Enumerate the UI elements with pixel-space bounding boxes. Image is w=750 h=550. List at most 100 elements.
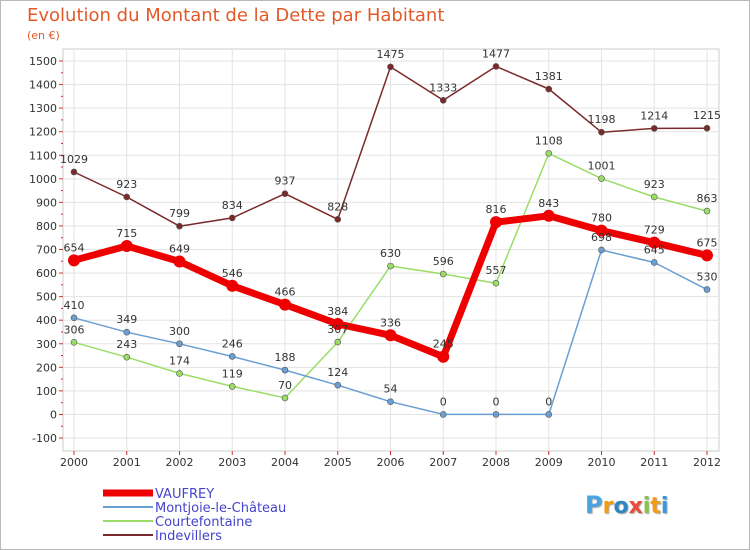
logo-letter: o bbox=[613, 494, 629, 519]
x-tick-label: 2009 bbox=[535, 456, 563, 469]
data-point bbox=[650, 193, 658, 201]
data-label: 1108 bbox=[535, 134, 563, 147]
y-tick-label: 800 bbox=[36, 220, 57, 233]
x-tick-label: 2007 bbox=[429, 456, 457, 469]
y-tick-label: 400 bbox=[36, 314, 57, 327]
data-point bbox=[703, 286, 711, 293]
data-point bbox=[648, 236, 661, 249]
logo-letter: t bbox=[650, 494, 661, 519]
data-label: 0 bbox=[545, 395, 552, 408]
data-label: 923 bbox=[644, 178, 665, 191]
data-label: 828 bbox=[327, 200, 348, 213]
logo-letter: i bbox=[660, 494, 669, 519]
data-point bbox=[545, 85, 553, 93]
data-point bbox=[492, 63, 500, 70]
data-label: 816 bbox=[486, 203, 507, 216]
data-label: 300 bbox=[169, 325, 190, 338]
data-label: 1475 bbox=[377, 48, 405, 61]
data-label: 675 bbox=[697, 236, 718, 249]
data-point bbox=[281, 394, 289, 402]
data-point bbox=[176, 222, 183, 230]
y-tick-label: 700 bbox=[36, 244, 57, 257]
x-tick-label: 2001 bbox=[113, 456, 141, 469]
data-point bbox=[439, 270, 447, 278]
data-label: 1198 bbox=[588, 113, 616, 126]
data-point bbox=[228, 214, 236, 222]
data-point bbox=[387, 262, 394, 270]
y-tick-label: 1200 bbox=[29, 126, 57, 139]
data-label: 466 bbox=[275, 286, 296, 299]
y-tick-label: 300 bbox=[36, 338, 57, 351]
data-point bbox=[492, 279, 500, 287]
y-tick-label: 1500 bbox=[29, 55, 57, 68]
data-point bbox=[70, 168, 78, 176]
x-tick-label: 2006 bbox=[377, 456, 405, 469]
data-label: 1001 bbox=[588, 160, 616, 173]
data-point bbox=[598, 246, 605, 254]
data-label: 557 bbox=[486, 264, 507, 277]
data-label: 70 bbox=[278, 379, 292, 392]
data-point bbox=[545, 411, 553, 418]
data-label: 410 bbox=[64, 299, 85, 312]
data-point bbox=[173, 255, 186, 268]
data-label: 54 bbox=[384, 383, 398, 396]
data-point bbox=[384, 329, 397, 342]
data-point bbox=[701, 249, 713, 262]
data-label: 780 bbox=[591, 212, 612, 225]
data-label: 1029 bbox=[60, 153, 88, 166]
data-label: 0 bbox=[493, 395, 500, 408]
y-tick-label: 900 bbox=[36, 196, 57, 209]
data-label: 1215 bbox=[693, 109, 721, 122]
legend-label: Courtefontaine bbox=[155, 515, 252, 530]
data-label: 1214 bbox=[640, 109, 668, 122]
data-label: 923 bbox=[116, 178, 137, 191]
x-tick-label: 2008 bbox=[482, 456, 510, 469]
logo-letter: P bbox=[585, 491, 603, 519]
data-point bbox=[334, 381, 342, 389]
y-tick-label: 100 bbox=[36, 385, 57, 398]
data-point bbox=[545, 150, 553, 157]
data-point bbox=[228, 383, 236, 390]
data-point bbox=[228, 353, 236, 360]
logo-letter: i bbox=[642, 494, 651, 519]
data-point bbox=[439, 97, 447, 104]
legend-label: VAUFREY bbox=[155, 487, 214, 502]
data-label: 1333 bbox=[429, 81, 457, 94]
data-label: 843 bbox=[538, 197, 559, 210]
data-point bbox=[598, 128, 605, 136]
data-label: 729 bbox=[644, 224, 665, 237]
data-label: 530 bbox=[697, 271, 718, 284]
logo-letter: r bbox=[602, 494, 614, 519]
data-point bbox=[650, 125, 658, 132]
data-label: 937 bbox=[275, 175, 296, 188]
y-tick-label: 500 bbox=[36, 291, 57, 304]
data-label: 649 bbox=[169, 243, 190, 256]
x-tick-label: 2005 bbox=[324, 456, 352, 469]
chart-subtitle: (en €) bbox=[27, 29, 60, 42]
data-label: 863 bbox=[697, 192, 718, 205]
data-label: 174 bbox=[169, 354, 190, 367]
data-point bbox=[176, 340, 183, 348]
y-tick-label: 1000 bbox=[29, 173, 57, 186]
data-point bbox=[595, 224, 608, 237]
data-label: 834 bbox=[222, 199, 243, 212]
x-tick-label: 2010 bbox=[588, 456, 616, 469]
data-label: 384 bbox=[327, 305, 348, 318]
data-label: 596 bbox=[433, 255, 454, 268]
y-tick-label: 600 bbox=[36, 267, 57, 280]
legend-label: Montjoie-le-Château bbox=[155, 501, 286, 516]
data-label: 306 bbox=[64, 323, 85, 336]
chart-title: Evolution du Montant de la Dette par Hab… bbox=[27, 5, 445, 26]
x-tick-label: 2012 bbox=[693, 456, 721, 469]
data-label: 645 bbox=[644, 243, 665, 256]
proxiti-logo: Proxiti bbox=[585, 491, 695, 527]
data-point bbox=[281, 190, 289, 197]
x-tick-label: 2004 bbox=[271, 456, 299, 469]
data-point bbox=[334, 216, 342, 223]
data-label: 245 bbox=[433, 338, 454, 351]
data-label: 698 bbox=[591, 231, 612, 244]
data-point bbox=[123, 193, 131, 201]
data-point bbox=[542, 209, 555, 222]
